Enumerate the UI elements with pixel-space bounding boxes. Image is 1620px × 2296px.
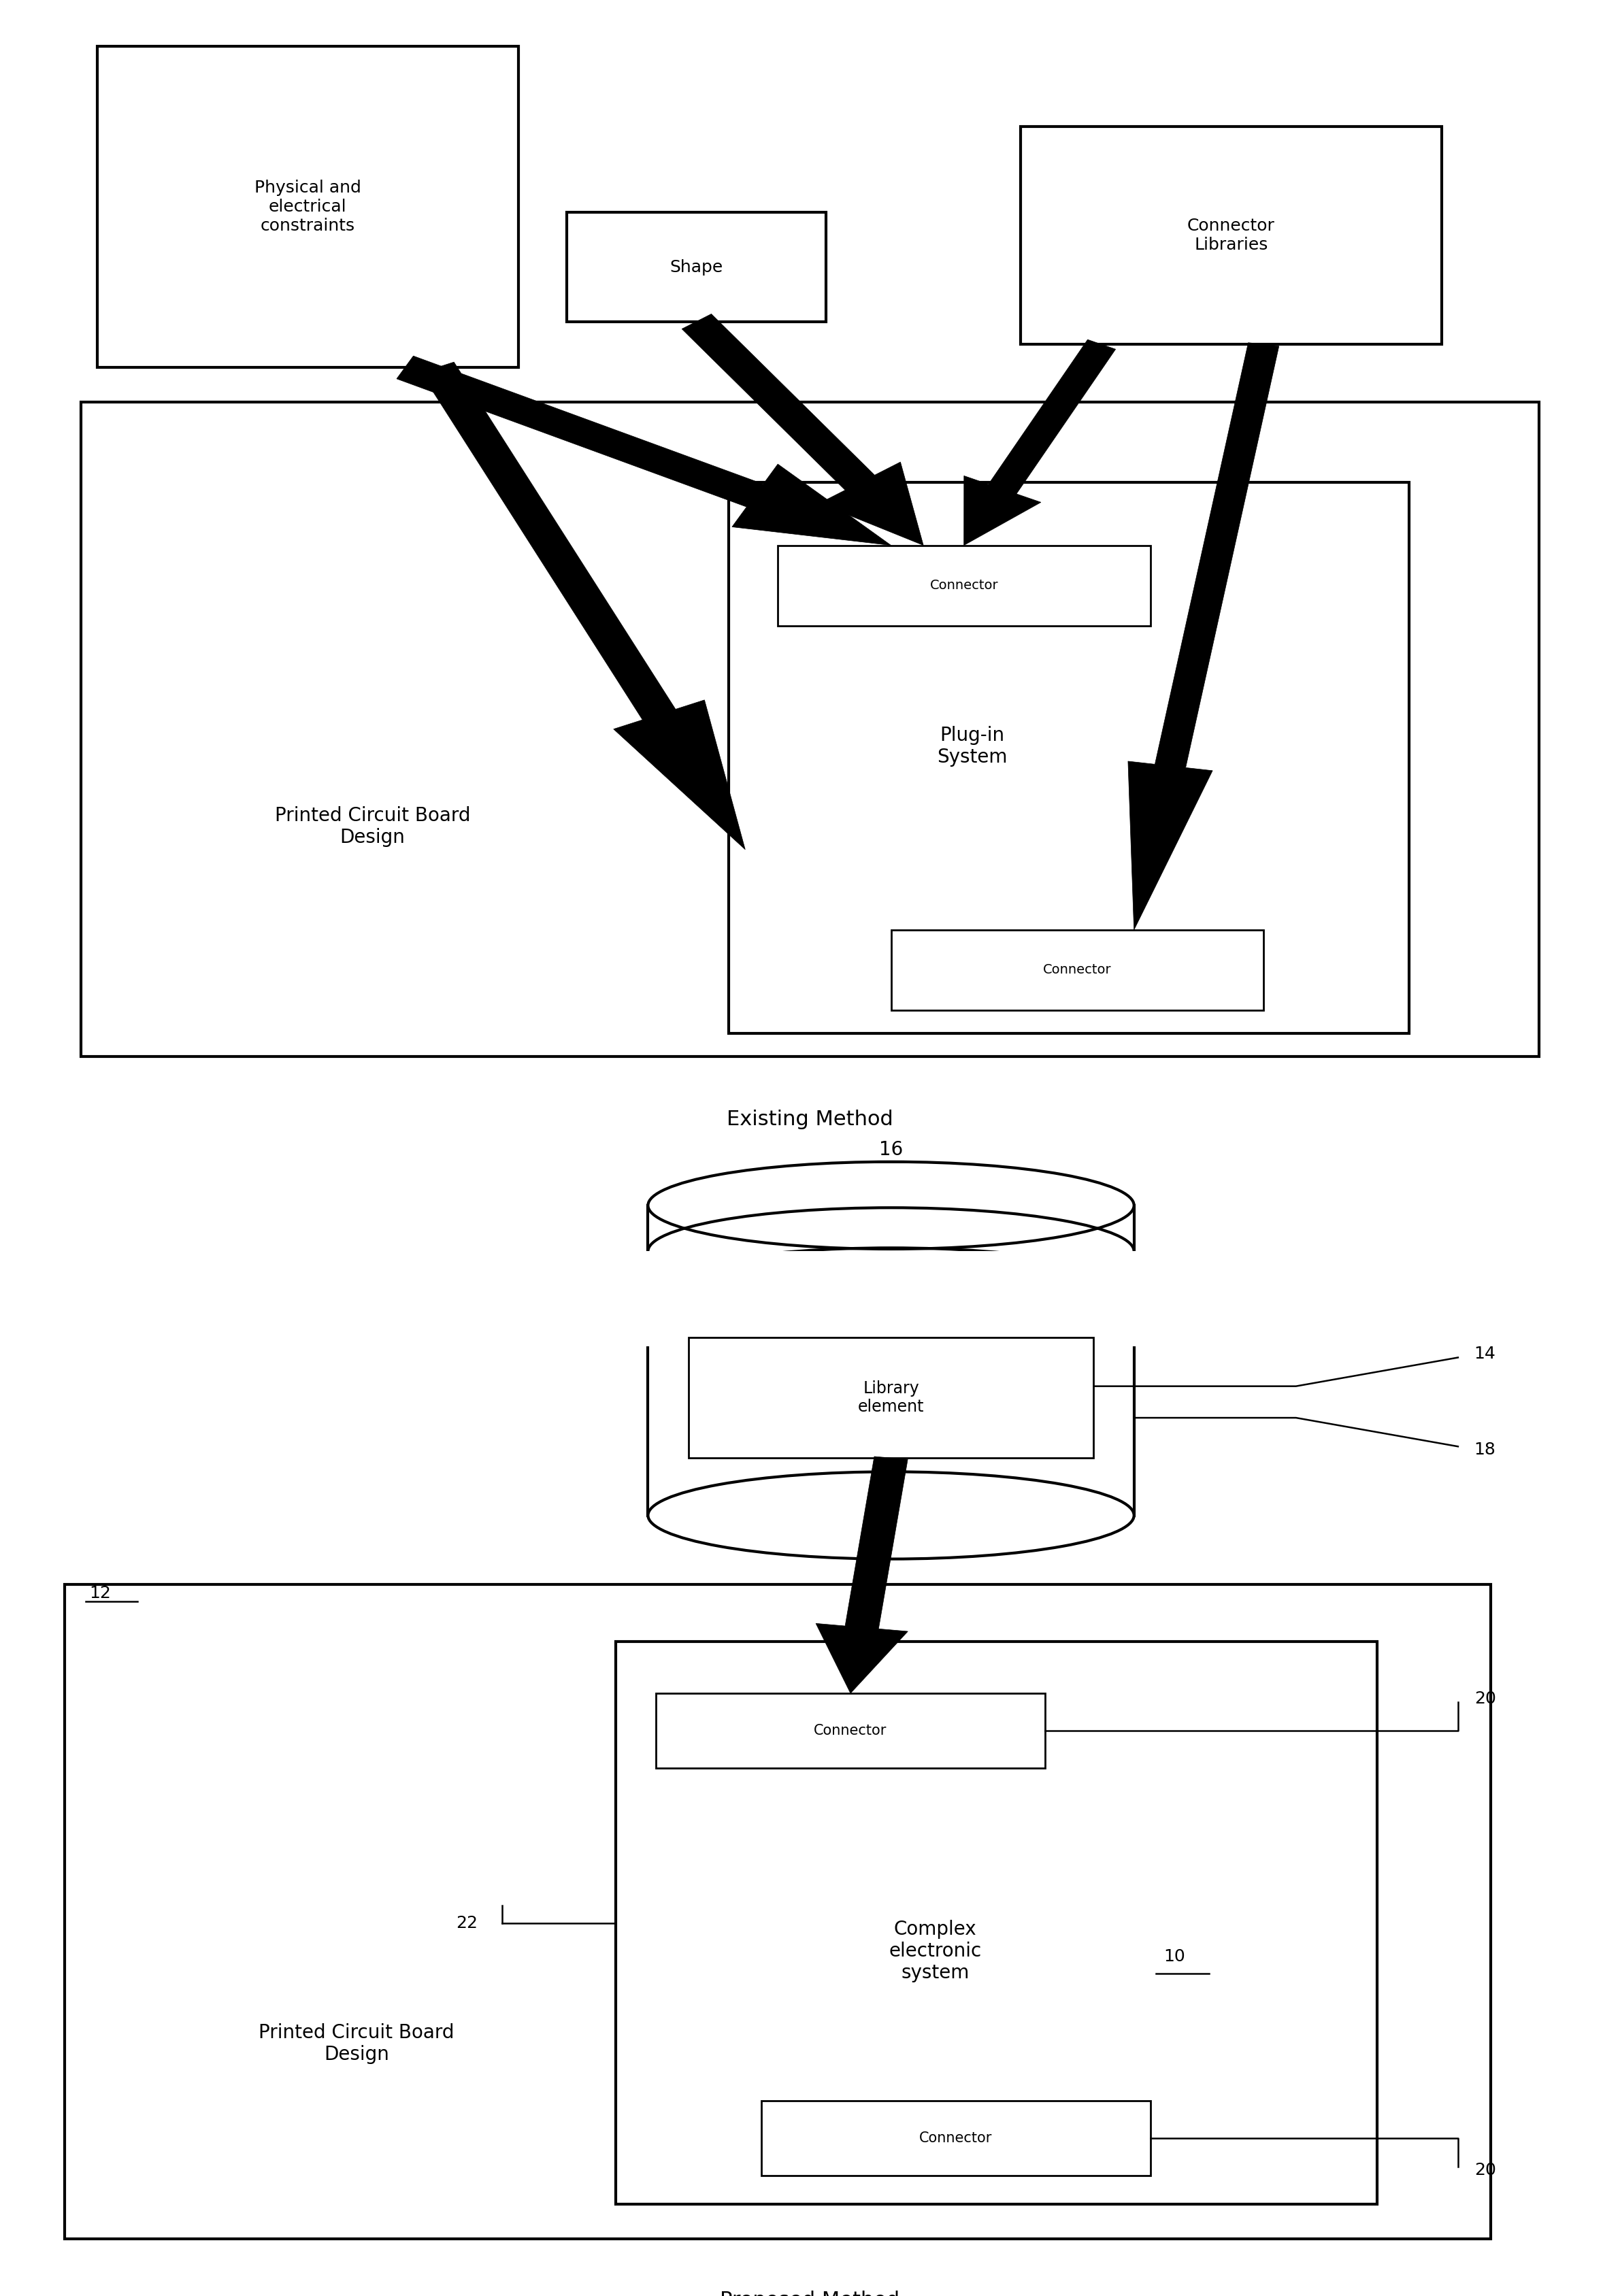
Text: Connector: Connector [919,2131,993,2144]
Text: 22: 22 [457,1915,478,1931]
Text: Connector: Connector [1043,964,1111,976]
Bar [778,546,1150,625]
Ellipse shape [648,1472,1134,1559]
Bar [648,1205,1134,1515]
Text: Physical and
electrical
constraints: Physical and electrical constraints [254,179,361,234]
Text: 10: 10 [1163,1949,1186,1965]
Bar [616,1642,1377,2204]
Text: Connector: Connector [813,1724,888,1738]
Polygon shape [397,356,891,546]
Polygon shape [816,1456,907,1694]
Bar [81,402,1539,1056]
Bar [632,1290,1150,1345]
Bar [632,1251,1150,1306]
Polygon shape [421,363,745,850]
Polygon shape [1128,342,1278,930]
Text: Proposed Method: Proposed Method [721,2291,899,2296]
Text: 20: 20 [1474,1690,1495,1706]
Text: Library
element: Library element [859,1380,923,1414]
Polygon shape [682,315,923,546]
Bar [729,482,1409,1033]
Text: Printed Circuit Board
Design: Printed Circuit Board Design [259,2023,454,2064]
Ellipse shape [648,1162,1134,1249]
Text: Complex
electronic
system: Complex electronic system [889,1919,982,1981]
Text: Connector
Libraries: Connector Libraries [1187,218,1275,253]
Text: FIG. 2 (background art): FIG. 2 (background art) [659,1201,961,1221]
Text: Plug-in
System: Plug-in System [936,726,1008,767]
Bar [761,2101,1150,2177]
Text: Shape: Shape [671,259,723,276]
Text: Connector: Connector [930,579,998,592]
Bar [891,930,1264,1010]
Bar [1021,126,1442,344]
Text: 12: 12 [89,1584,110,1603]
Text: 14: 14 [1474,1345,1495,1362]
Text: 16: 16 [880,1141,902,1159]
Bar [688,1336,1094,1458]
Bar [65,1584,1490,2239]
Text: Existing Method: Existing Method [727,1109,893,1130]
Text: Printed Circuit Board
Design: Printed Circuit Board Design [275,806,470,847]
Bar [656,1694,1045,1768]
Bar [567,214,826,321]
Bar [97,46,518,367]
Polygon shape [964,340,1116,546]
Text: 20: 20 [1474,2163,1495,2179]
Text: 18: 18 [1474,1442,1495,1458]
